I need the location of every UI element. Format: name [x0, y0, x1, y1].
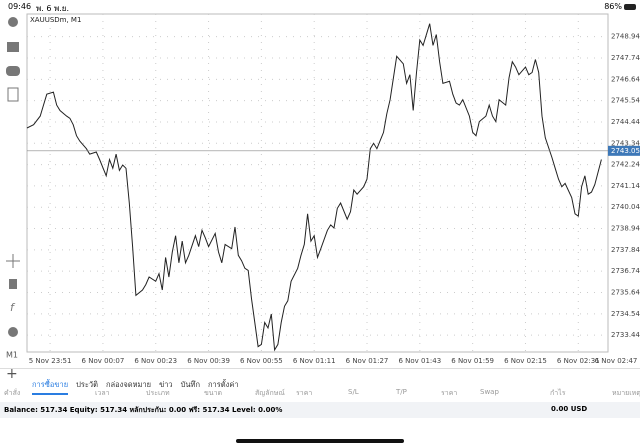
column-label: ราคา — [441, 389, 458, 397]
current-price-label: 2743.050 — [611, 147, 640, 155]
y-tick-label: 2746.640 — [611, 75, 640, 83]
x-tick-label: 6 Nov 01:43 — [398, 357, 441, 365]
chart: XAUUSDm, M1 2748.940 2747.740 2746.640 2745… — [26, 13, 640, 365]
balance-total: 0.00 USD — [551, 405, 588, 413]
column-label: สัญลักษณ์ — [255, 389, 285, 397]
x-tick-label: 6 Nov 00:55 — [240, 357, 283, 365]
x-tick-label: 6 Nov 00:39 — [187, 357, 230, 365]
symbol-title: XAUUSDm, M1 — [30, 16, 81, 24]
battery-icon — [624, 4, 636, 10]
column-header: คำสั่ง เวลา ประเภท ขนาด สัญลักษณ์ ราคา S/L T/P ร… — [0, 388, 640, 400]
plot-frame — [26, 13, 609, 353]
divider — [0, 368, 640, 369]
tab[interactable]: ประวัติ — [76, 380, 99, 389]
home-indicator — [236, 439, 404, 443]
balance-row — [0, 402, 640, 418]
tab[interactable]: กล่องจดหมาย — [106, 380, 152, 389]
y-tick-label: 2743.340 — [611, 139, 640, 147]
x-tick-label: 6 Nov 01:11 — [293, 357, 336, 365]
tab[interactable]: การซื้อขาย — [32, 380, 69, 395]
column-label: T/P — [396, 388, 407, 396]
balance-text: Balance: 517.34 Equity: 517.34 หลักประกั… — [4, 406, 283, 414]
date: พ. 6 พ.ย. — [36, 4, 70, 13]
price-line — [26, 23, 602, 352]
tab[interactable]: บันทึก — [180, 380, 201, 389]
y-tick-label: 2737.840 — [611, 246, 640, 254]
y-tick-label: 2744.440 — [611, 118, 640, 126]
current-price-box — [608, 145, 640, 156]
x-tick-label: 5 Nov 23:51 — [29, 357, 72, 365]
y-tick-label: 2741.140 — [611, 182, 640, 190]
x-tick-label: 6 Nov 01:27 — [346, 357, 389, 365]
icon[interactable]: f — [10, 301, 16, 314]
y-tick-label: 2734.540 — [611, 310, 640, 318]
y-tick-label: 2747.740 — [611, 54, 640, 62]
y-tick-label: 2742.240 — [611, 161, 640, 169]
tab[interactable]: ข่าว — [159, 380, 173, 389]
clock: 09:46 — [8, 2, 32, 11]
column-label: กำไร — [550, 389, 566, 397]
column-label: หมายเหตุ — [612, 389, 640, 397]
tabs: การซื้อขาย ประวัติ กล่องจดหมาย ข่าว บันทึก กา… — [32, 372, 247, 395]
icon[interactable] — [7, 87, 19, 102]
icon[interactable] — [6, 254, 20, 268]
column-label: ราคา — [296, 389, 313, 397]
x-tick-label: 6 Nov 01:59 — [451, 357, 494, 365]
y-tick-label: 2748.940 — [611, 33, 640, 41]
y-tick-label: 2733.440 — [611, 331, 640, 339]
toolbar: f M1 — [6, 17, 20, 360]
y-tick-label: 2738.940 — [611, 225, 640, 233]
column-label: เวลา — [95, 389, 110, 397]
battery: 86% — [604, 2, 622, 11]
tab[interactable]: การตั้งค่า — [208, 380, 239, 389]
add-button[interactable]: + — [6, 366, 18, 382]
x-tick-label: 6 Nov 02:15 — [504, 357, 547, 365]
column-label: ประเภท — [146, 389, 170, 397]
column-label: S/L — [348, 388, 359, 396]
x-tick-label: 6 Nov 02:31 — [557, 357, 600, 365]
icon[interactable] — [7, 42, 19, 52]
icon[interactable] — [6, 66, 20, 76]
column-label: คำสั่ง — [4, 389, 21, 397]
timeframe[interactable]: M1 — [6, 351, 18, 360]
y-tick-label: 2736.740 — [611, 267, 640, 275]
icon[interactable] — [8, 327, 18, 337]
y-tick-label: 2735.640 — [611, 289, 640, 297]
x-tick-label: 6 Nov 00:23 — [134, 357, 177, 365]
column-label: ขนาด — [204, 389, 223, 397]
column-label: Swap — [480, 388, 499, 396]
x-tick-label: 6 Nov 02:47 — [595, 357, 638, 365]
y-tick-label: 2745.540 — [611, 97, 640, 105]
icon[interactable] — [8, 17, 18, 27]
x-tick-label: 6 Nov 00:07 — [82, 357, 125, 365]
icon[interactable] — [9, 279, 17, 289]
y-tick-label: 2740.040 — [611, 203, 640, 211]
